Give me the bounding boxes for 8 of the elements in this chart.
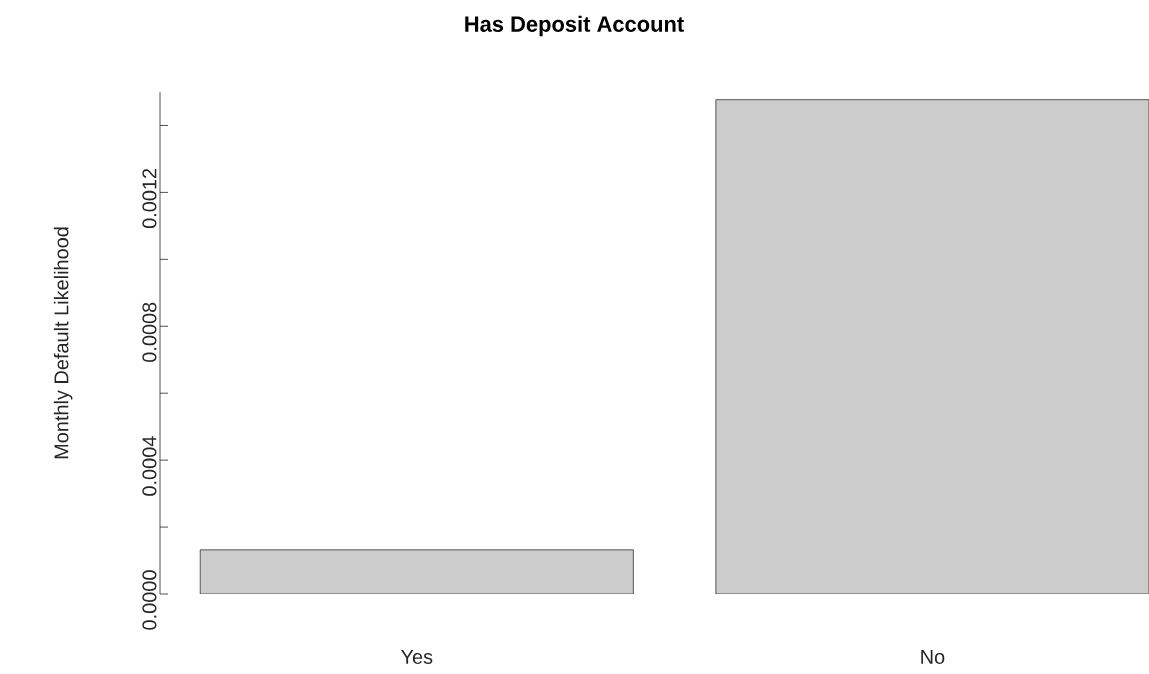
y-tick-label: 0.0008 — [142, 302, 157, 362]
x-tick-label: Yes — [400, 650, 433, 664]
chart-title: Has Deposit Account — [465, 15, 684, 37]
y-axis-title: Monthly Default Likelihood — [53, 227, 73, 459]
x-tick-label: No — [921, 650, 945, 664]
y-tick-label: 0.0000 — [142, 570, 157, 630]
y-tick-label: 0.0004 — [142, 436, 157, 496]
y-tick-label: 0.0012 — [142, 168, 157, 229]
